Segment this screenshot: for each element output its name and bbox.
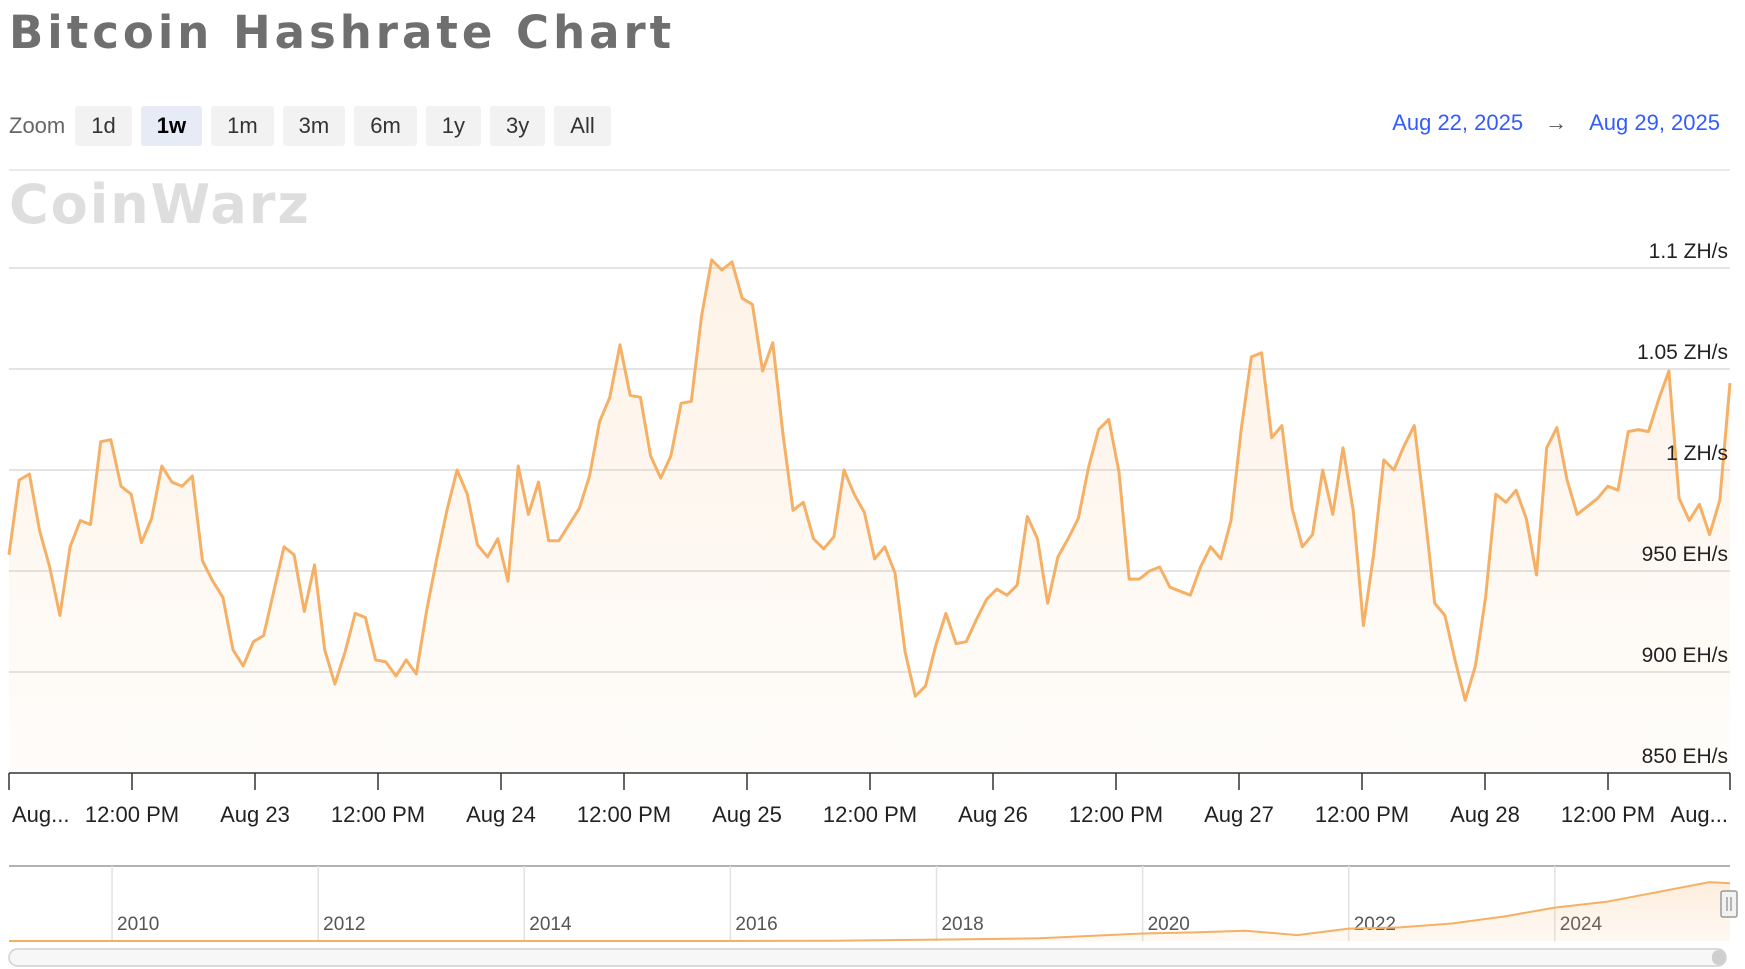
zoom-label: Zoom [9, 113, 66, 138]
range-to-date[interactable]: Aug 29, 2025 [1589, 110, 1720, 135]
y-tick-label: 950 EH/s [1642, 543, 1728, 566]
navigator-handle[interactable] [1720, 890, 1738, 918]
navigator-year-label: 2010 [117, 914, 159, 935]
range-navigator[interactable]: 20102012201420162018202020222024 [9, 865, 1738, 942]
x-tick-label: Aug... [1671, 802, 1728, 827]
x-axis-ticks: Aug... 12:00 PM Aug 23 12:00 PM Aug 24 12:00 … [8, 773, 1731, 827]
x-tick-label: 12:00 PM [331, 802, 425, 827]
hashrate-series-line [7, 258, 1732, 702]
x-tick-label: 12:00 PM [1315, 802, 1409, 827]
x-tick-label: Aug 25 [712, 802, 782, 827]
hashrate-area [9, 259, 1730, 773]
x-tick-label: Aug 23 [220, 802, 290, 827]
zoom-selector: Zoom 1d 1w 1m 3m 6m 1y 3y All [9, 106, 620, 146]
coinwarz-watermark: CoinWarz [9, 173, 311, 236]
page-title: Bitcoin Hashrate Chart [9, 6, 676, 59]
y-tick-label: 1.05 ZH/s [1637, 341, 1728, 364]
zoom-1d-button[interactable]: 1d [75, 106, 132, 146]
y-axis-labels: 850 EH/s 900 EH/s 950 EH/s 1 ZH/s 1.05 ZH/s 1… [1637, 240, 1728, 768]
x-tick-label: Aug 28 [1450, 802, 1520, 827]
zoom-all-button[interactable]: All [554, 106, 611, 146]
x-tick-label: 12:00 PM [1069, 802, 1163, 827]
y-tick-label: 900 EH/s [1642, 644, 1728, 667]
x-tick-label: 12:00 PM [823, 802, 917, 827]
y-tick-label: 1 ZH/s [1666, 442, 1728, 465]
x-tick-label: Aug 26 [958, 802, 1028, 827]
zoom-3m-button[interactable]: 3m [282, 106, 346, 146]
navigator-year-label: 2016 [735, 914, 777, 935]
y-tick-label: 1.1 ZH/s [1649, 240, 1728, 263]
arrow-right-icon: → [1545, 110, 1568, 135]
y-tick-label: 850 EH/s [1642, 745, 1728, 768]
zoom-1w-button[interactable]: 1w [140, 106, 203, 146]
x-tick-label: Aug... [12, 802, 69, 827]
zoom-3y-button[interactable]: 3y [490, 106, 546, 146]
date-range: Aug 22, 2025 → Aug 29, 2025 [1392, 110, 1720, 136]
zoom-1m-button[interactable]: 1m [211, 106, 274, 146]
navigator-year-label: 2012 [323, 914, 365, 935]
range-from-date[interactable]: Aug 22, 2025 [1392, 110, 1524, 135]
x-tick-label: 12:00 PM [577, 802, 671, 827]
x-tick-label: Aug 24 [466, 802, 536, 827]
navigator-year-label: 2014 [529, 914, 572, 935]
x-tick-label: Aug 27 [1204, 802, 1274, 827]
navigator-scrollbar-track[interactable] [8, 948, 1727, 967]
navigator-year-grid: 20102012201420162018202020222024 [111, 866, 1603, 941]
navigator-scrollbar-thumb[interactable] [1712, 950, 1725, 965]
navigator-area [9, 882, 1730, 941]
x-tick-label: 12:00 PM [1561, 802, 1655, 827]
zoom-1y-button[interactable]: 1y [425, 106, 482, 146]
navigator-year-label: 2018 [941, 914, 983, 935]
navigator-year-label: 2020 [1148, 914, 1190, 935]
x-tick-label: 12:00 PM [85, 802, 179, 827]
navigator-line [9, 881, 1731, 942]
zoom-6m-button[interactable]: 6m [354, 106, 417, 146]
